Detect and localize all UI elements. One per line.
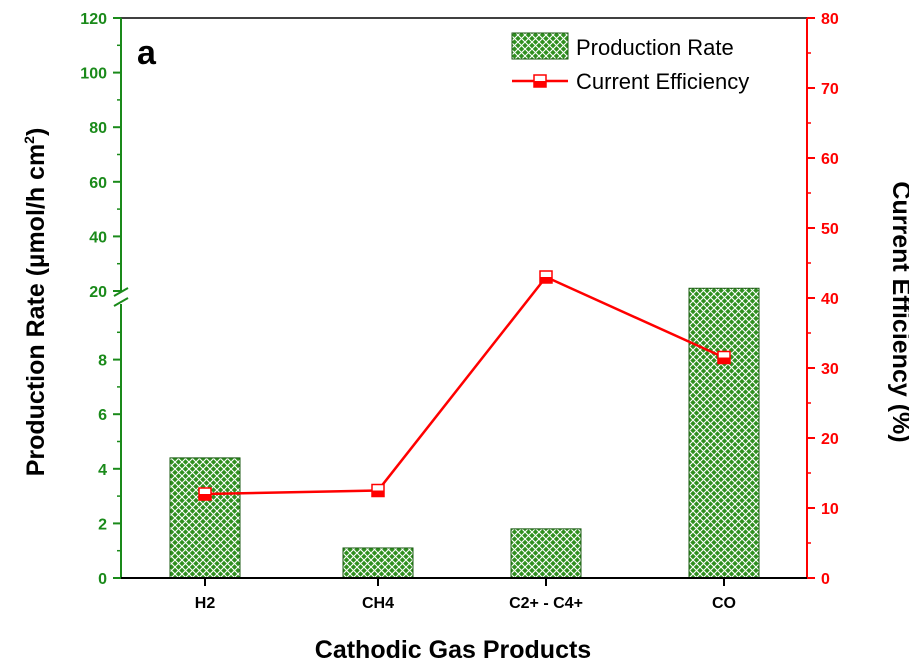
- panel-label: a: [137, 34, 157, 72]
- right-tick-label: 0: [821, 571, 830, 588]
- right-tick-label: 60: [821, 151, 839, 168]
- legend-swatch-production-rate: [511, 32, 569, 60]
- x-tick-label: CH4: [362, 595, 394, 612]
- left-tick-label: 40: [89, 229, 107, 246]
- left-tick-label: 60: [89, 175, 107, 192]
- legend-label-production-rate: Production Rate: [576, 35, 734, 60]
- bar-c2-c4-: [510, 528, 582, 579]
- left-tick-label: 120: [80, 11, 107, 28]
- efficiency-line: [198, 270, 731, 501]
- left-tick-label: 0: [98, 571, 107, 588]
- x-tick-label: CO: [712, 595, 736, 612]
- left-tick-label: 20: [89, 284, 107, 301]
- legend-swatch-current-efficiency-marker: [533, 74, 547, 88]
- left-tick-label: 6: [98, 407, 107, 424]
- x-axis: H2 CH4 C2+ - C4+ CO: [121, 577, 807, 612]
- left-tick-label: 2: [98, 516, 107, 533]
- legend-label-current-efficiency: Current Efficiency: [576, 69, 749, 94]
- bars: [169, 287, 760, 579]
- efficiency-point-ch4: [371, 483, 385, 498]
- left-axis-title: Production Rate (µmol/h cm2): [21, 128, 50, 477]
- x-axis-title: Cathodic Gas Products: [315, 636, 591, 664]
- right-tick-label: 70: [821, 81, 839, 98]
- efficiency-point-h2: [198, 487, 212, 501]
- efficiency-point-c2-c4-: [539, 270, 553, 284]
- right-tick-label: 80: [821, 11, 839, 28]
- x-tick-label: C2+ - C4+: [509, 595, 583, 612]
- left-tick-label: 8: [98, 353, 107, 370]
- right-tick-label: 10: [821, 501, 839, 518]
- bar-ch4: [342, 547, 414, 579]
- left-tick-label: 4: [98, 462, 107, 479]
- efficiency-point-co: [717, 350, 731, 365]
- right-tick-label: 30: [821, 361, 839, 378]
- right-tick-label: 40: [821, 291, 839, 308]
- left-tick-label: 100: [80, 66, 107, 83]
- right-axis: 0 10 20 30 40 50 60 70 80: [806, 11, 839, 588]
- right-tick-label: 20: [821, 431, 839, 448]
- left-tick-label: 80: [89, 120, 107, 137]
- right-tick-label: 50: [821, 221, 839, 238]
- efficiency-polyline: [204, 275, 725, 496]
- bar-co: [688, 287, 760, 579]
- x-tick-label: H2: [195, 595, 216, 612]
- right-axis-title: Current Efficiency (%): [887, 181, 909, 442]
- legend: Production Rate Current Efficiency: [511, 32, 749, 94]
- bar-h2: [169, 457, 241, 579]
- left-axis: 0 2 4 6 8 20 40 60 80 100 120: [80, 11, 129, 588]
